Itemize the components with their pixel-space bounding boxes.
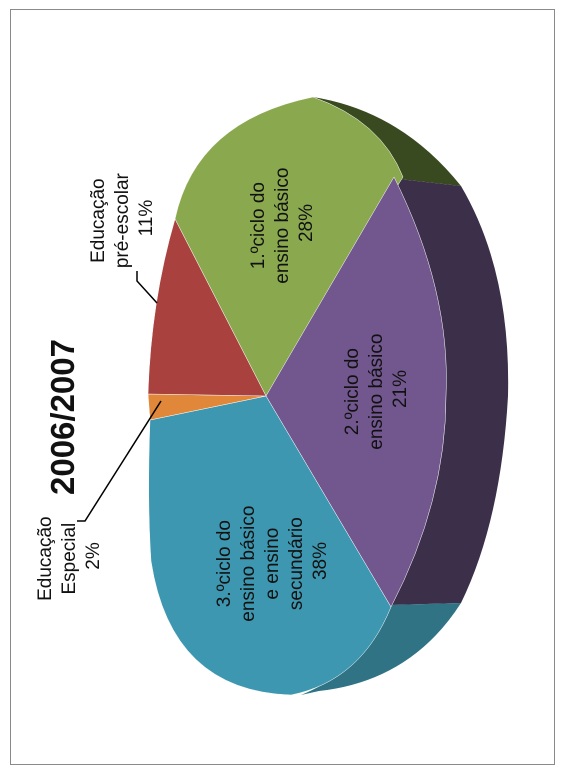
slice-label-1-value: 28%: [296, 204, 317, 242]
slice-label-3-line-3: e ensino: [262, 528, 283, 600]
slice-label-3-line-2: ensino básico: [238, 506, 259, 622]
slice-label-2: 2.ºciclo do ensino básico 21%: [342, 328, 411, 449]
slice-label-3: 3.ºciclo do ensino básico e ensino secun…: [214, 500, 331, 621]
pie-chart: 2006/2007 1.ºciclo do ensino básico 28% …: [35, 96, 509, 696]
slice-label-1-line-1: 1.ºciclo do: [248, 182, 269, 269]
slice-label-3-value: 38%: [310, 542, 331, 580]
slice-label-4-value: 2%: [83, 542, 104, 570]
slice-label-2-value: 21%: [390, 370, 411, 408]
slice-label-5-line-1: Educação: [88, 178, 109, 263]
slice-label-4: Educação Especial 2%: [35, 511, 104, 601]
leader-line-educacao-especial: [77, 400, 162, 522]
slice-label-5-value: 11%: [136, 200, 157, 237]
slice-label-4-line-1: Educação: [35, 516, 56, 601]
slice-3: [148, 395, 392, 696]
slice-label-5: Educação pré-escolar 11%: [88, 168, 157, 268]
slice-label-1-line-2: ensino básico: [272, 168, 293, 284]
leader-line-pre-escolar: [136, 271, 158, 304]
slice-5: [147, 218, 267, 397]
slice-label-2-line-2: ensino básico: [366, 334, 387, 450]
slice-2: [265, 176, 447, 608]
slice-label-2-line-1: 2.ºciclo do: [342, 348, 363, 435]
chart-frame: 2006/2007 1.ºciclo do ensino básico 28% …: [10, 9, 555, 765]
slice-label-3-line-1: 3.ºciclo do: [214, 520, 235, 607]
slice-label-4-line-2: Especial: [59, 523, 80, 595]
slice-2-side: [381, 177, 509, 605]
slice-1: [174, 96, 404, 397]
slice-label-3-line-4: secundário: [286, 517, 307, 610]
slice-label-5-line-2: pré-escolar: [112, 172, 133, 268]
chart-title: 2006/2007: [44, 339, 81, 495]
slice-label-1: 1.ºciclo do ensino básico 28%: [248, 162, 317, 283]
